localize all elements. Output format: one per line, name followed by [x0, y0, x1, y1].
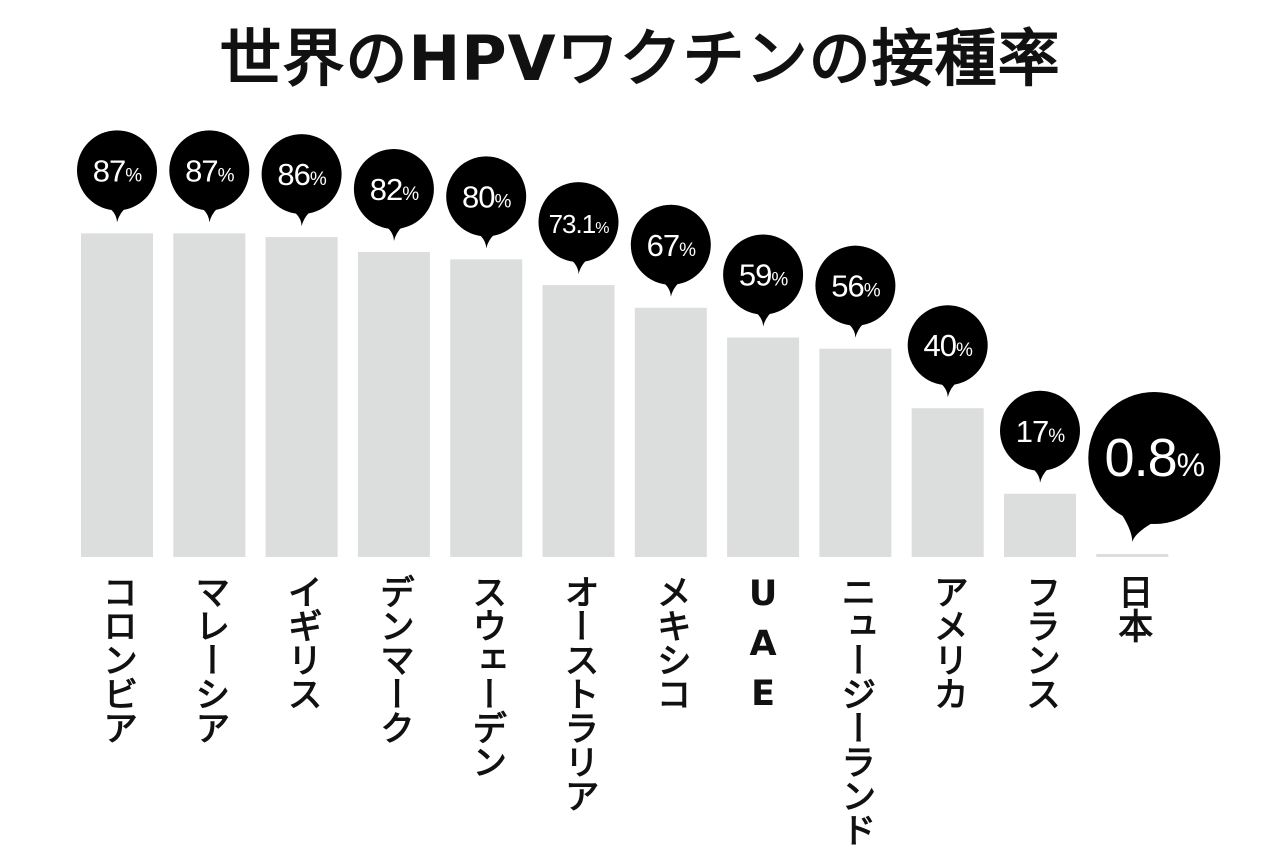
value-bubble: 40%: [907, 305, 988, 398]
category-label: オーストラリア: [558, 574, 599, 812]
category-label: アメリカ: [927, 574, 968, 710]
bar: [819, 348, 892, 557]
data-label: 56%: [831, 269, 880, 304]
value-bubble: 86%: [261, 134, 342, 227]
bar: [265, 237, 338, 557]
bar: [1096, 554, 1169, 557]
category-label: ニュージーランド: [835, 574, 876, 846]
bar: [173, 233, 246, 558]
data-label: 86%: [277, 157, 326, 192]
data-label: 59%: [739, 258, 788, 293]
category-label: デンマーク: [373, 574, 414, 744]
bar: [81, 233, 153, 558]
chart-title: 世界のHPVワクチンの接種率: [219, 22, 1061, 95]
value-bubble: 56%: [815, 245, 896, 338]
category-label: イギリス: [281, 574, 322, 710]
value-bubble: 17%: [1000, 390, 1080, 483]
bar: [1004, 493, 1076, 557]
category-label: マレーシア: [189, 574, 230, 744]
bar: [450, 259, 523, 557]
value-bubble: 82%: [353, 148, 434, 241]
category-label: メキシコ: [650, 574, 691, 710]
value-bubble: 67%: [630, 204, 711, 297]
bar: [357, 251, 430, 557]
bar: [727, 337, 800, 557]
value-bubble: 87%: [169, 130, 250, 223]
data-label: 80%: [462, 179, 511, 214]
data-label: 87%: [185, 153, 234, 188]
data-label: 40%: [924, 328, 973, 363]
data-label: 87%: [93, 153, 142, 188]
value-bubble: 73.1%: [538, 182, 619, 275]
data-label: 73.1%: [549, 209, 610, 239]
category-label: UAE: [743, 574, 784, 724]
category-label: スウェーデン: [466, 574, 507, 778]
data-label: 0.8%: [1105, 428, 1205, 488]
category-label: コロンビア: [97, 574, 137, 744]
bar: [634, 307, 707, 557]
bar: [542, 285, 615, 557]
value-bubble: 87%: [77, 130, 157, 223]
value-bubble: 59%: [723, 234, 804, 327]
data-label: 82%: [370, 172, 419, 207]
bar: [911, 408, 984, 557]
category-label: 日本: [1112, 574, 1153, 642]
value-bubble: 80%: [446, 156, 527, 249]
value-bubble: 0.8%: [1088, 392, 1221, 542]
category-label: フランス: [1020, 574, 1060, 710]
data-label: 17%: [1016, 414, 1065, 449]
data-label: 67%: [647, 228, 696, 263]
